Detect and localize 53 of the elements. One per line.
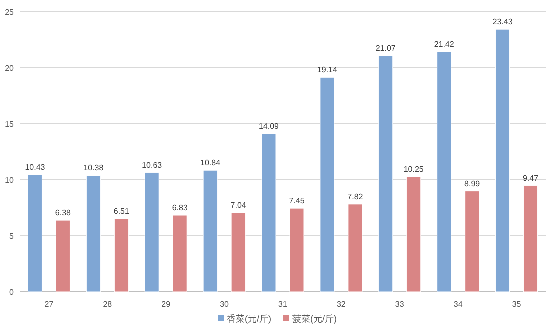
x-tick-label: 34 [454, 300, 464, 309]
data-label: 6.83 [172, 204, 188, 213]
y-tick-label: 5 [10, 232, 15, 241]
bar [465, 191, 480, 292]
data-label: 21.07 [376, 44, 396, 54]
x-tick-label: 29 [162, 300, 172, 309]
data-label: 10.63 [142, 160, 163, 170]
x-tick-label: 33 [395, 300, 405, 309]
y-tick-label: 10 [5, 176, 15, 185]
bar [262, 134, 276, 292]
bar [406, 176, 422, 292]
y-tick-label: 15 [5, 120, 15, 129]
data-label: 7.45 [289, 196, 306, 206]
x-tick-label: 28 [103, 300, 113, 309]
data-label: 9.47 [522, 174, 540, 183]
bar [172, 215, 188, 292]
data-label: 10.84 [200, 158, 222, 168]
bar [28, 174, 42, 292]
x-tick-label: 35 [512, 300, 522, 309]
data-label: 6.51 [114, 207, 130, 216]
data-label: 14.09 [258, 122, 280, 132]
data-label: 19.14 [317, 66, 338, 75]
y-tick-label: 0 [10, 288, 15, 297]
data-label: 8.99 [464, 179, 481, 188]
data-label: 23.43 [492, 18, 514, 27]
x-tick-label: 31 [278, 300, 288, 309]
data-label: 10.43 [25, 163, 46, 172]
y-tick-label: 25 [5, 8, 15, 17]
bar [496, 29, 510, 292]
bar [144, 172, 160, 292]
bar [348, 204, 363, 292]
data-label: 6.38 [55, 208, 72, 218]
bar [290, 208, 304, 292]
data-label: 10.25 [404, 165, 424, 174]
bar [320, 77, 335, 292]
x-tick-label: 32 [336, 300, 346, 309]
bar [203, 170, 218, 292]
bar [231, 212, 246, 292]
bar [524, 186, 538, 292]
bar [56, 220, 70, 292]
bar [86, 175, 101, 292]
y-tick-label: 20 [5, 64, 15, 73]
x-tick-label: 30 [220, 300, 230, 309]
legend-label: 菠菜(元/斤) [292, 314, 337, 324]
bar [378, 56, 394, 292]
bar [437, 52, 452, 292]
data-label: 7.04 [230, 201, 247, 210]
legend-label: 香菜(元/斤) [227, 314, 272, 324]
data-label: 10.38 [84, 164, 104, 173]
x-tick-label: 27 [44, 300, 54, 309]
bar [114, 218, 129, 292]
data-label: 7.82 [348, 192, 364, 202]
data-label: 21.42 [434, 40, 455, 50]
